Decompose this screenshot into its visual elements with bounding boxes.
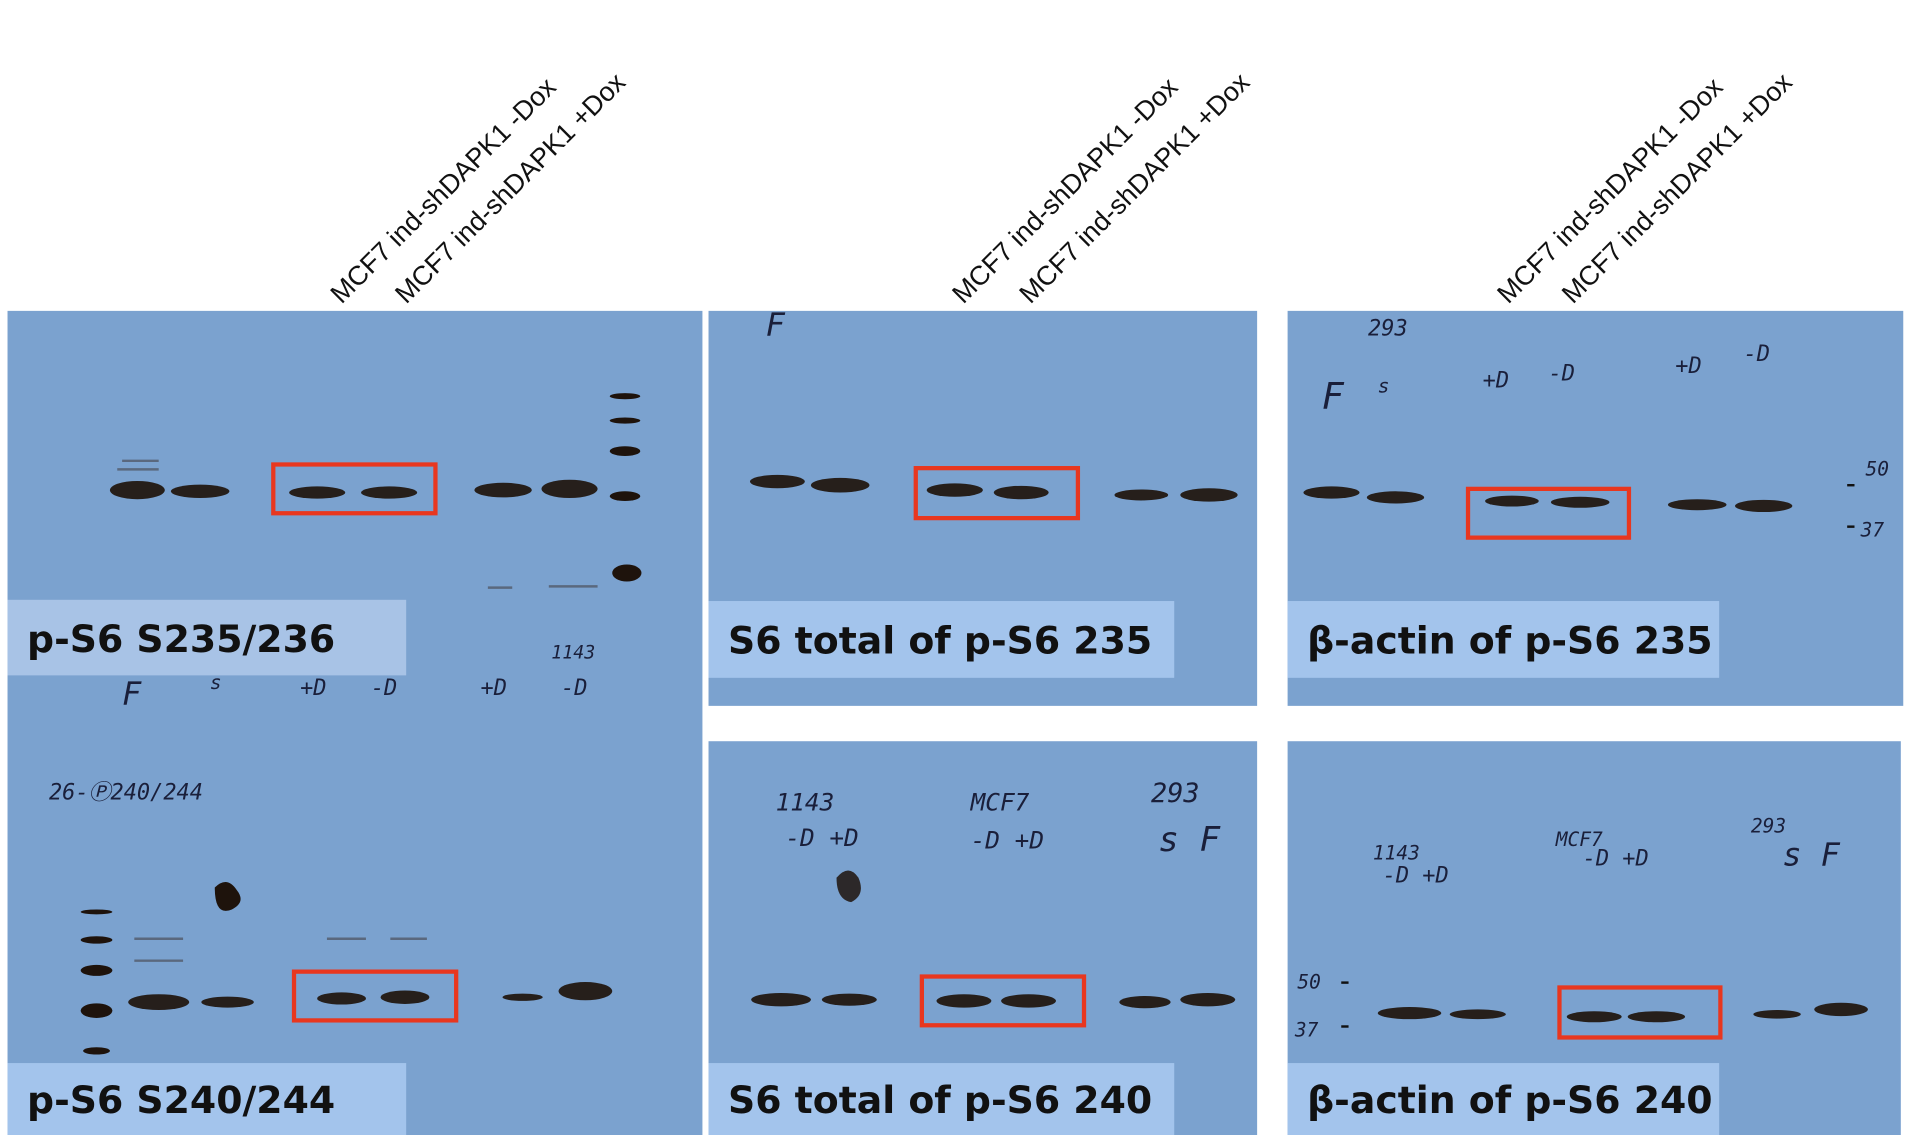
band (1551, 497, 1610, 508)
band (201, 997, 253, 1008)
band (927, 483, 983, 496)
band (1367, 491, 1424, 503)
panel-label: β-actin of p-S6 235 (1307, 619, 1712, 663)
marker-band (81, 936, 113, 943)
handwritten-note: 293 (1751, 815, 1786, 838)
band (128, 994, 189, 1010)
handwritten-note: +D (481, 676, 507, 701)
handwritten-note: +D (1675, 354, 1701, 379)
handwritten-note: 26-Ⓟ240/244 (49, 781, 203, 806)
band (1668, 499, 1727, 510)
marker-band (610, 418, 640, 424)
band (1567, 1011, 1622, 1022)
band (361, 486, 417, 498)
handwritten-note: -D +D (971, 826, 1044, 855)
handwritten-note: -D (1548, 361, 1574, 386)
handwritten-note: -D (1744, 342, 1770, 367)
band (1378, 1007, 1441, 1019)
band (317, 992, 366, 1004)
band (1180, 488, 1237, 501)
band (994, 486, 1049, 499)
band (936, 994, 991, 1007)
marker-band (610, 446, 640, 456)
panel-label: S6 total of p-S6 240 (728, 1078, 1152, 1122)
marker-band (610, 491, 640, 501)
handwritten-note: 1143 (776, 788, 835, 817)
figure: p-S6 S235/236 p-S6 S240/244 S6 total of p-… (0, 0, 1912, 1135)
band (1180, 993, 1235, 1006)
marker-band (612, 564, 641, 581)
band (811, 478, 870, 493)
panel-label: p-S6 S235/236 (27, 617, 335, 661)
band (541, 480, 597, 498)
handwritten-note: +D (1483, 369, 1509, 394)
band (751, 993, 811, 1006)
handwritten-note: 293 (1151, 778, 1199, 809)
marker-band (81, 965, 113, 976)
handwritten-note: -D +D (1383, 864, 1449, 889)
marker-band (81, 1003, 113, 1018)
band (474, 483, 531, 498)
band (502, 994, 542, 1001)
band (1114, 489, 1168, 500)
band (171, 485, 230, 498)
handwritten-note: F (766, 307, 786, 343)
band (1303, 486, 1359, 498)
band (1450, 1009, 1506, 1019)
band (289, 486, 345, 498)
panel-label: p-S6 S240/244 (27, 1078, 335, 1122)
band (1001, 994, 1056, 1007)
band (750, 475, 805, 488)
band (1485, 496, 1539, 507)
handwritten-note: 1143 (551, 642, 595, 663)
panel-label: β-actin of p-S6 240 (1307, 1078, 1712, 1122)
band (1628, 1011, 1685, 1022)
marker-band (610, 393, 640, 399)
handwritten-note: s (210, 671, 222, 694)
band (1814, 1003, 1868, 1016)
handwritten-note: MCF7 (970, 788, 1030, 817)
handwritten-note: F (122, 677, 142, 713)
handwritten-note: 50 (1297, 971, 1320, 994)
handwritten-note: +D (300, 676, 326, 701)
handwritten-note: 50 (1865, 457, 1888, 480)
band (559, 982, 613, 1000)
marker-band (83, 1047, 110, 1054)
handwritten-note: 1143 (1373, 841, 1420, 864)
band (1735, 500, 1792, 512)
handwritten-note: -D +D (785, 823, 858, 852)
handwritten-note: F (1322, 374, 1345, 417)
handwritten-note: s F (1783, 838, 1841, 874)
band (1753, 1010, 1801, 1019)
handwritten-note: s F (1158, 820, 1221, 860)
band (822, 994, 877, 1006)
handwritten-note: -D (561, 676, 587, 701)
handwritten-note: -D +D (1583, 847, 1649, 872)
marker-band (81, 909, 113, 914)
handwritten-note: 37 (1860, 518, 1885, 541)
handwritten-note: 37 (1294, 1018, 1319, 1041)
band (381, 991, 430, 1004)
band (1119, 996, 1170, 1008)
handwritten-note: -D (371, 676, 397, 701)
panel-label: S6 total of p-S6 235 (728, 619, 1152, 663)
handwritten-note: s (1378, 375, 1390, 398)
band (110, 481, 165, 499)
handwritten-note: 293 (1368, 316, 1408, 341)
